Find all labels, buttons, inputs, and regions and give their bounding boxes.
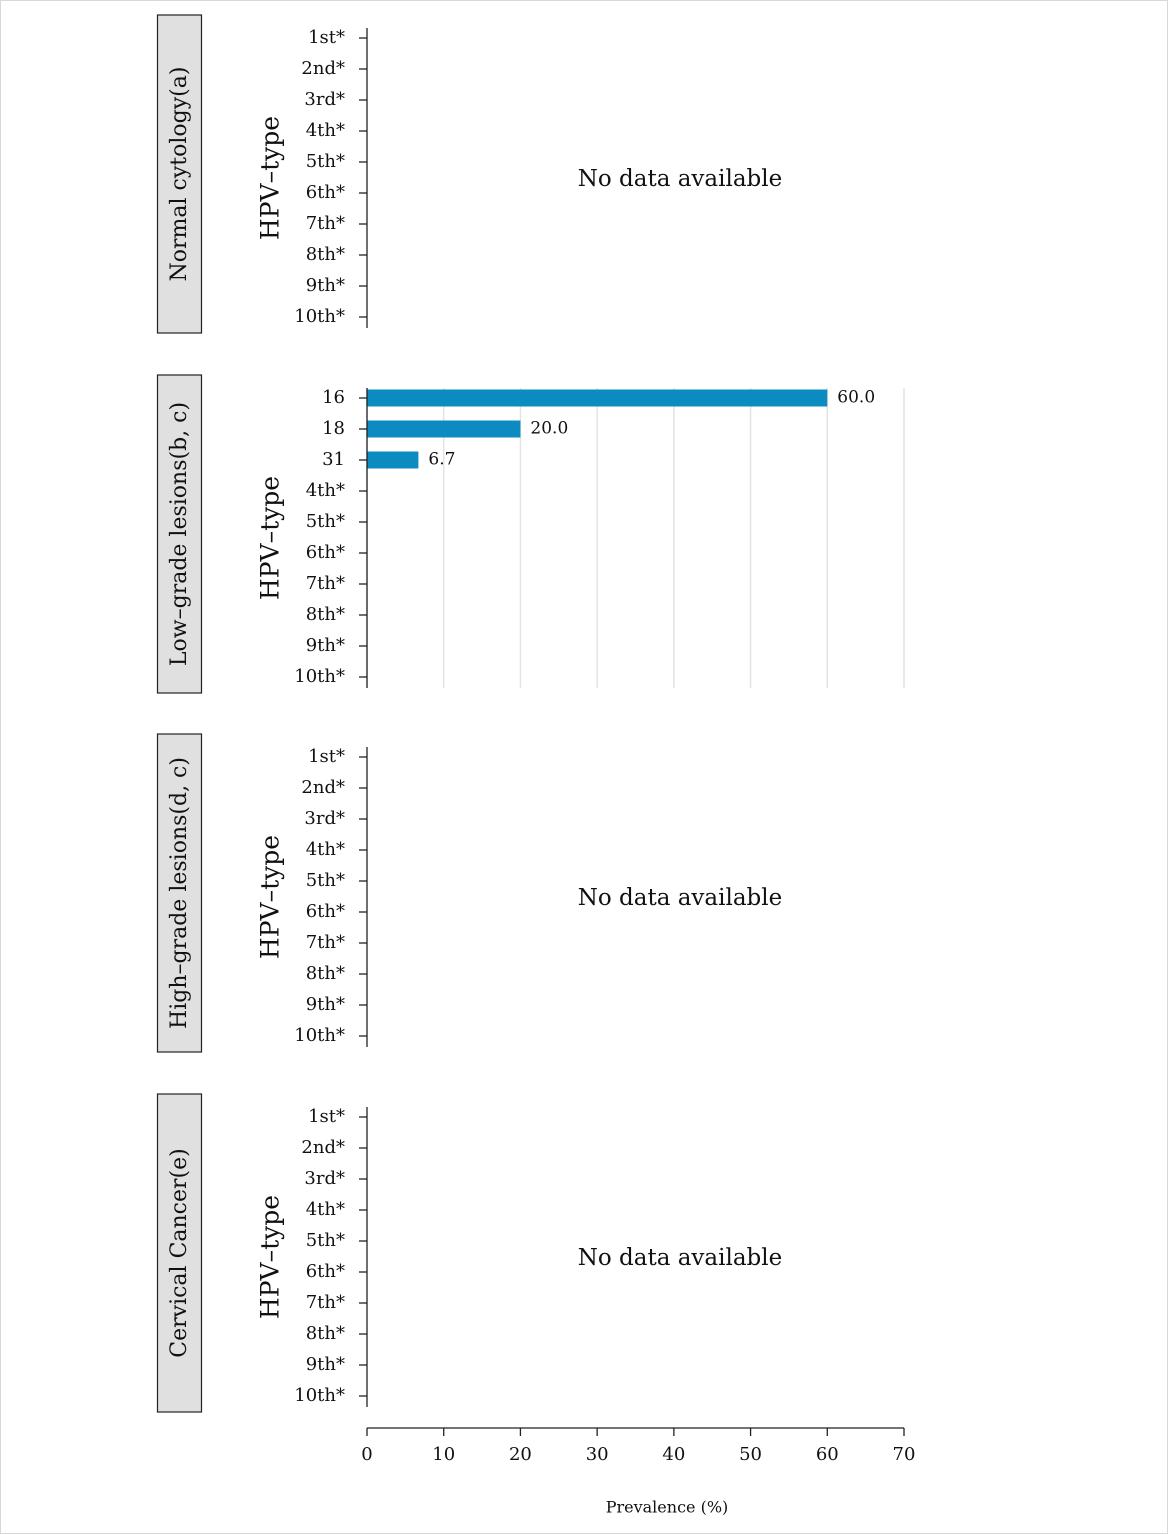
y-tick-label: 6th*: [306, 1261, 345, 1282]
x-tick-label: 10: [432, 1444, 455, 1465]
y-tick-label: 7th*: [306, 932, 345, 953]
y-tick-label: 4th*: [306, 839, 345, 860]
x-tick-label: 70: [893, 1444, 916, 1465]
x-tick-label: 40: [662, 1444, 685, 1465]
panel-strip: [156, 14, 203, 334]
y-tick-label: 7th*: [306, 1292, 345, 1313]
panel-strip: [156, 374, 203, 694]
y-tick-label: 7th*: [306, 213, 345, 234]
x-tick-label: 0: [361, 1444, 372, 1465]
bar: [367, 451, 419, 469]
panel-label: Low–grade lesions(b, c): [167, 402, 192, 666]
y-axis-label: HPV–type: [256, 1195, 285, 1319]
x-tick-label: 30: [586, 1444, 609, 1465]
y-tick-label: 31: [322, 449, 345, 470]
panel-label: Normal cytology(a): [167, 67, 192, 282]
y-tick-label: 4th*: [306, 120, 345, 141]
y-axis-label: HPV–type: [256, 116, 285, 240]
y-tick-label: 1st*: [308, 1106, 345, 1127]
value-label: 20.0: [530, 419, 568, 439]
y-tick-label: 9th*: [306, 635, 345, 656]
panel-label: High–grade lesions(d, c): [167, 757, 192, 1029]
y-tick-label: 18: [322, 418, 345, 439]
y-tick-label: 9th*: [306, 1354, 345, 1375]
y-tick-label: 2nd*: [301, 1137, 345, 1158]
y-tick-label: 10th*: [294, 1385, 345, 1406]
value-label: 60.0: [837, 388, 875, 408]
y-tick-label: 16: [322, 387, 345, 408]
y-tick-label: 3rd*: [304, 1168, 345, 1189]
y-tick-label: 9th*: [306, 275, 345, 296]
y-tick-label: 1st*: [308, 746, 345, 767]
y-tick-label: 2nd*: [301, 58, 345, 79]
no-data-note: No data available: [578, 1245, 783, 1271]
y-tick-label: 7th*: [306, 573, 345, 594]
no-data-note: No data available: [578, 166, 783, 192]
y-tick-label: 9th*: [306, 994, 345, 1015]
x-tick-label: 20: [509, 1444, 532, 1465]
y-tick-label: 8th*: [306, 1323, 345, 1344]
y-tick-label: 10th*: [294, 1025, 345, 1046]
y-tick-label: 5th*: [306, 870, 345, 891]
y-tick-label: 5th*: [306, 1230, 345, 1251]
y-tick-label: 6th*: [306, 542, 345, 563]
y-tick-label: 6th*: [306, 182, 345, 203]
value-label: 6.7: [428, 450, 455, 470]
no-data-note: No data available: [578, 885, 783, 911]
y-axis-label: HPV–type: [256, 476, 285, 600]
x-tick-label: 50: [739, 1444, 762, 1465]
x-tick-label: 60: [816, 1444, 839, 1465]
panel-strip: [156, 733, 203, 1053]
panel-strip: [156, 1093, 203, 1413]
bar: [367, 389, 828, 407]
x-axis-label: Prevalence (%): [606, 1498, 729, 1517]
y-tick-label: 3rd*: [304, 808, 345, 829]
y-tick-label: 8th*: [306, 244, 345, 265]
y-tick-label: 5th*: [306, 151, 345, 172]
y-tick-label: 1st*: [308, 27, 345, 48]
y-tick-label: 10th*: [294, 306, 345, 327]
y-tick-label: 3rd*: [304, 89, 345, 110]
y-tick-label: 4th*: [306, 480, 345, 501]
y-tick-label: 6th*: [306, 901, 345, 922]
y-tick-label: 2nd*: [301, 777, 345, 798]
y-tick-label: 4th*: [306, 1199, 345, 1220]
y-tick-label: 8th*: [306, 604, 345, 625]
bar: [367, 420, 521, 438]
y-axis-label: HPV–type: [256, 835, 285, 959]
y-tick-label: 10th*: [294, 666, 345, 687]
y-tick-label: 8th*: [306, 963, 345, 984]
y-tick-label: 5th*: [306, 511, 345, 532]
panel-label: Cervical Cancer(e): [167, 1148, 192, 1357]
